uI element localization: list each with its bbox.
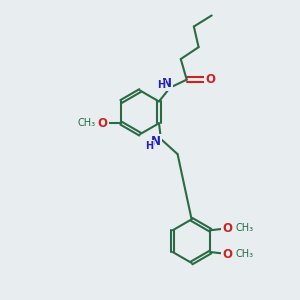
Text: H: H — [157, 80, 165, 90]
Text: CH₃: CH₃ — [78, 118, 96, 128]
Text: O: O — [98, 117, 108, 130]
Text: N: N — [151, 135, 161, 148]
Text: O: O — [223, 248, 232, 260]
Text: H: H — [145, 141, 153, 151]
Text: O: O — [205, 73, 215, 86]
Text: O: O — [223, 222, 232, 235]
Text: CH₃: CH₃ — [236, 223, 254, 233]
Text: CH₃: CH₃ — [236, 249, 254, 259]
Text: N: N — [162, 77, 172, 90]
